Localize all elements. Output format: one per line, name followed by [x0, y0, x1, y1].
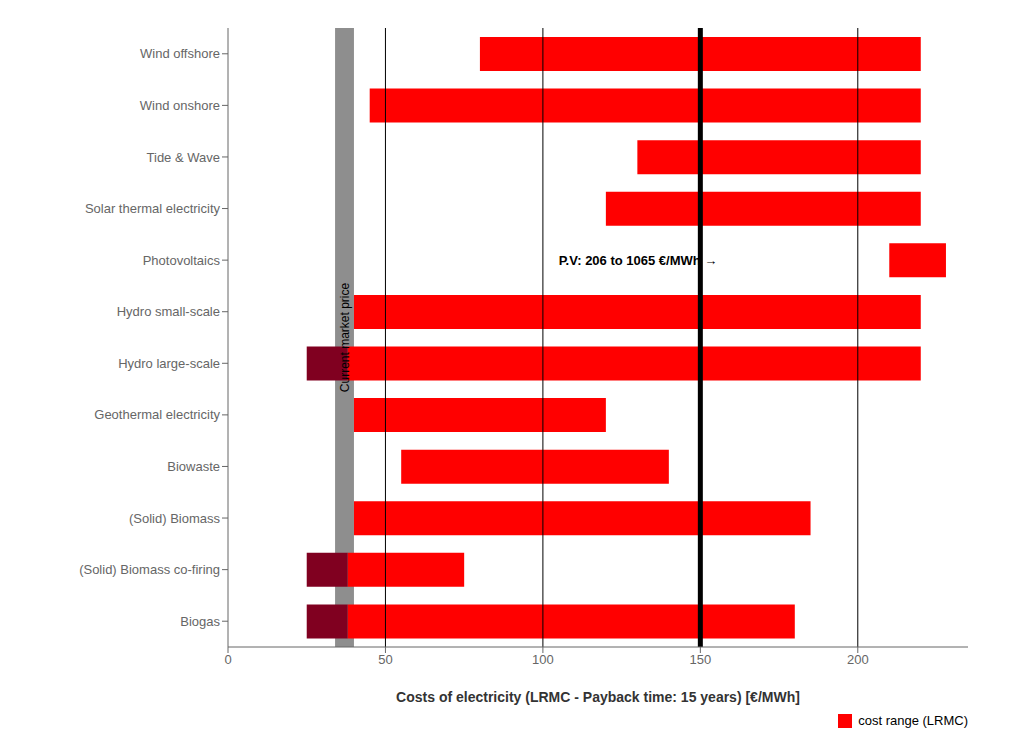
svg-text:100: 100 — [532, 652, 554, 667]
svg-text:Hydro small-scale: Hydro small-scale — [117, 304, 220, 319]
svg-text:Biowaste: Biowaste — [167, 459, 220, 474]
svg-text:150: 150 — [689, 652, 711, 667]
svg-text:200: 200 — [847, 652, 869, 667]
svg-text:(Solid) Biomass co-firing: (Solid) Biomass co-firing — [79, 562, 220, 577]
svg-text:Photovoltaics: Photovoltaics — [143, 253, 221, 268]
svg-text:Hydro large-scale: Hydro large-scale — [118, 356, 220, 371]
svg-text:P.V: 206 to 1065 €/MWh →: P.V: 206 to 1065 €/MWh → — [559, 253, 718, 268]
svg-text:Geothermal electricity: Geothermal electricity — [94, 407, 220, 422]
svg-text:Solar thermal electricity: Solar thermal electricity — [85, 201, 221, 216]
svg-text:(Solid) Biomass: (Solid) Biomass — [129, 511, 221, 526]
svg-text:Biogas: Biogas — [180, 614, 220, 629]
svg-text:Costs of electricity (LRMC - P: Costs of electricity (LRMC - Payback tim… — [396, 689, 800, 705]
svg-text:Tide & Wave: Tide & Wave — [147, 150, 220, 165]
svg-text:Wind onshore: Wind onshore — [140, 98, 220, 113]
svg-text:Current market price: Current market price — [338, 282, 352, 392]
svg-text:0: 0 — [224, 652, 231, 667]
html-text:cost range (LRMC): cost range (LRMC) — [858, 713, 968, 728]
svg-text:Wind offshore: Wind offshore — [140, 46, 220, 61]
svg-text:50: 50 — [378, 652, 392, 667]
